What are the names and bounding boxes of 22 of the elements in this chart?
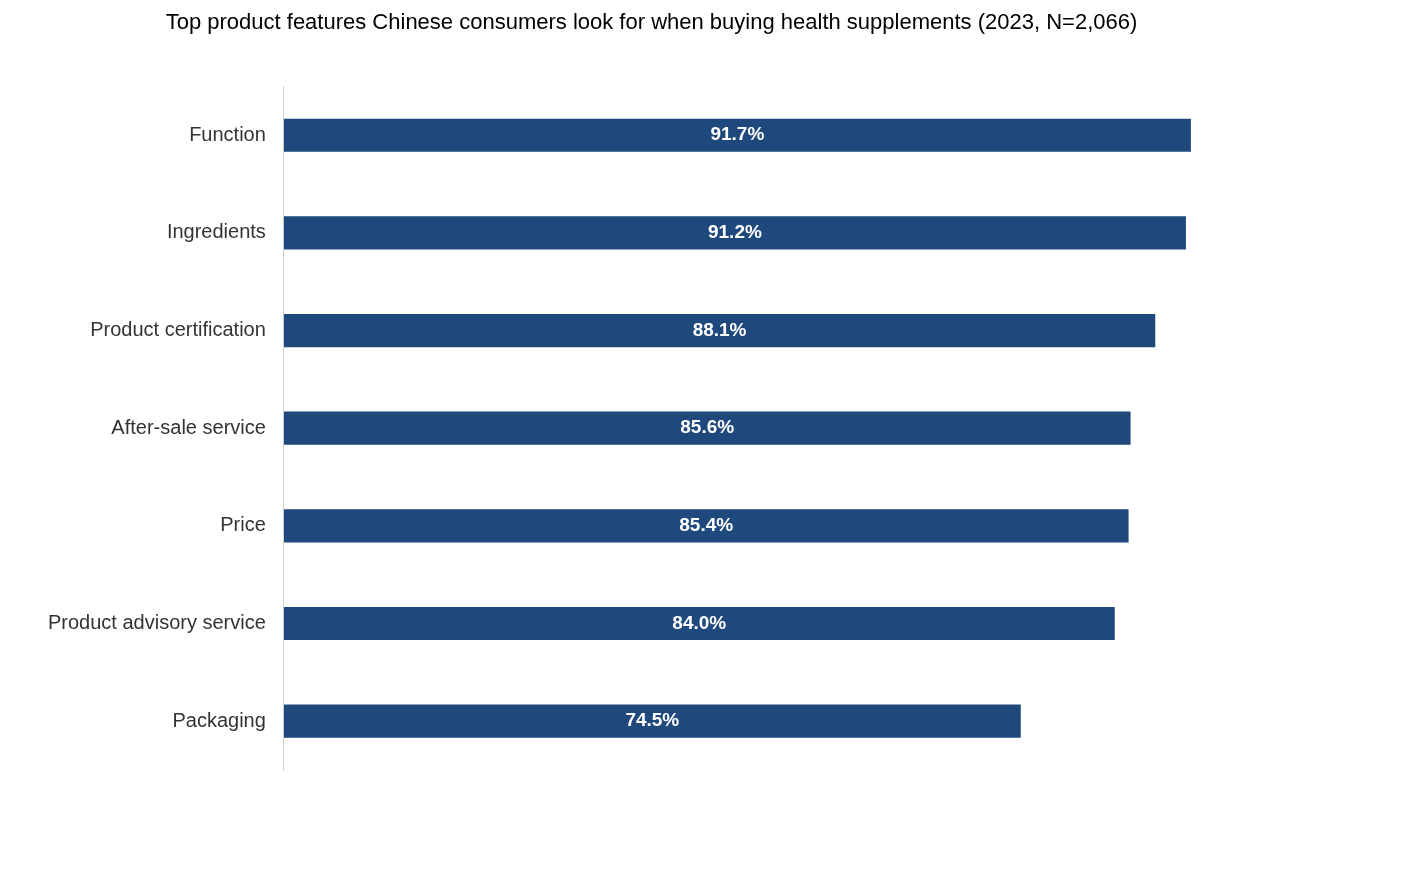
bar	[283, 704, 1021, 738]
bar	[283, 216, 1186, 250]
y-tick-label: Packaging	[172, 708, 266, 731]
y-tick-label: Function	[189, 122, 266, 145]
chart-title: Top product features Chinese consumers look for when buying health supplements (2023, N=2,066)	[165, 9, 1138, 35]
bar	[283, 509, 1129, 543]
y-tick-label: Price	[220, 513, 266, 536]
data-label: 85.4%	[679, 514, 734, 536]
data-label: 91.7%	[710, 123, 765, 145]
y-tick-label: Product advisory service	[47, 611, 266, 634]
data-label: 85.6%	[680, 416, 735, 438]
data-label: 74.5%	[625, 709, 680, 731]
data-label: 84.0%	[672, 611, 727, 633]
bar	[283, 313, 1156, 348]
y-tick-label: Product certification	[90, 318, 266, 341]
bar	[283, 411, 1131, 445]
bar	[283, 118, 1191, 152]
bar	[283, 606, 1115, 641]
data-label: 88.1%	[692, 318, 747, 340]
y-tick-label: After-sale service	[111, 415, 266, 438]
y-tick-label: Ingredients	[166, 220, 266, 243]
data-label: 91.2%	[707, 221, 762, 243]
